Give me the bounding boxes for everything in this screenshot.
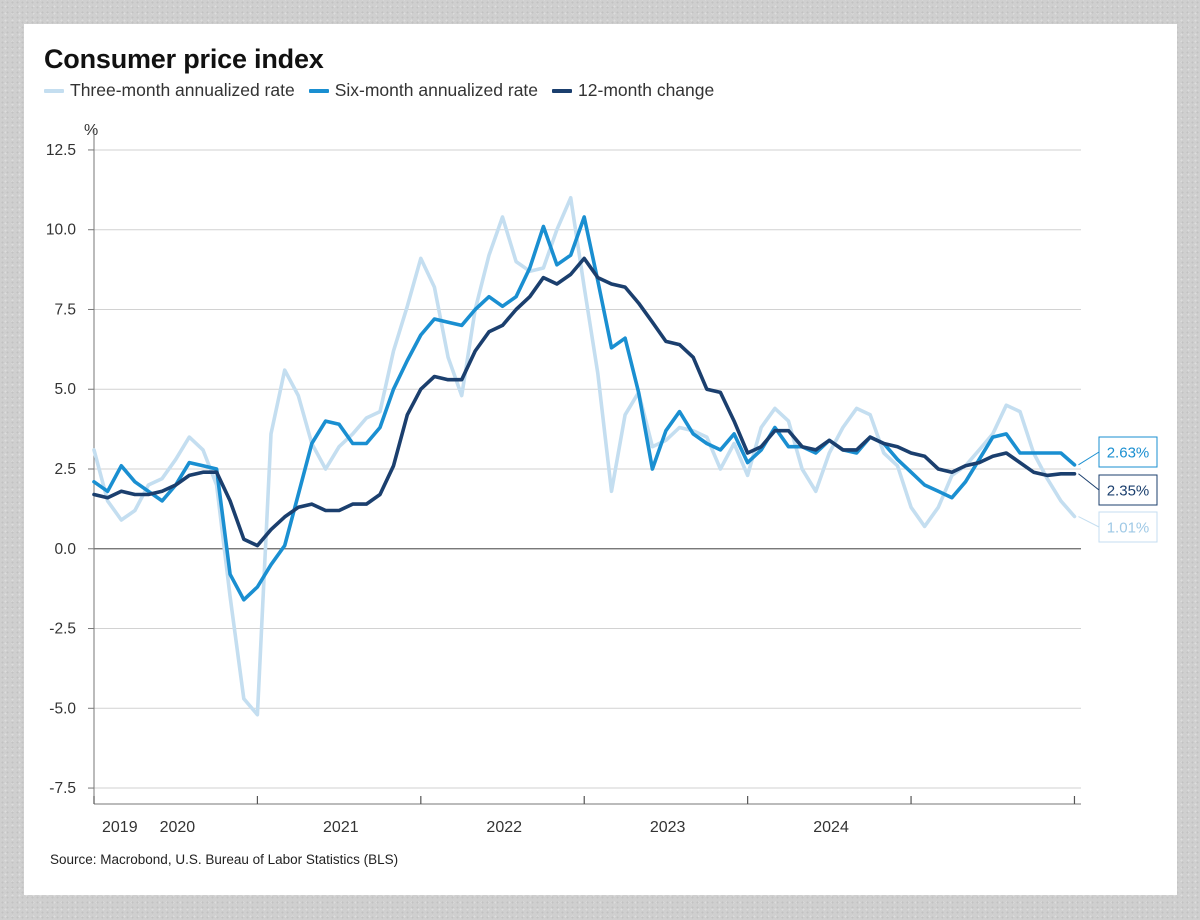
legend-swatch-12-month xyxy=(552,88,573,93)
y-tick-label: 0.0 xyxy=(54,541,76,558)
y-tick-label: 10.0 xyxy=(46,222,77,239)
legend-item-12-month: 12-month change xyxy=(552,80,714,101)
end-label-three-month: 1.01% xyxy=(1107,520,1150,537)
legend-label-three-month: Three-month annualized rate xyxy=(70,80,295,100)
chart-card: Consumer price index Three-month annuali… xyxy=(24,24,1177,895)
legend-item-six-month: Six-month annualized rate xyxy=(308,80,539,101)
x-tick-label: 2023 xyxy=(650,819,686,836)
x-tick-label: 2024 xyxy=(813,819,849,836)
series-line-12-month xyxy=(92,256,1077,548)
end-labels: 2.63% 2.35% 1.01% xyxy=(1078,436,1158,543)
y-axis-unit-label: % xyxy=(84,122,98,139)
series-line-six-month xyxy=(92,215,1077,602)
end-label-six-month: 2.63% xyxy=(1107,445,1150,462)
x-tick-label: 2022 xyxy=(486,819,522,836)
legend-label-12-month: 12-month change xyxy=(578,80,715,100)
chart-title: Consumer price index xyxy=(44,44,324,74)
x-tick-label: 2021 xyxy=(323,819,359,836)
end-label-leader-12-month xyxy=(1078,473,1100,491)
end-label-box-six-month xyxy=(1098,436,1158,468)
source-note: Source: Macrobond, U.S. Bureau of Labor … xyxy=(50,852,399,867)
legend-swatch-six-month xyxy=(308,88,329,93)
y-tick-label: -5.0 xyxy=(49,700,76,717)
end-label-leader-six-month xyxy=(1078,451,1100,466)
series-lines xyxy=(92,196,1077,717)
end-label-12-month: 2.35% xyxy=(1107,483,1150,500)
y-tick-label: 12.5 xyxy=(46,142,76,159)
legend-label-six-month: Six-month annualized rate xyxy=(334,80,539,100)
y-tick-label: 2.5 xyxy=(54,461,76,478)
x-tick-label: 2020 xyxy=(160,819,196,836)
end-label-box-three-month xyxy=(1098,511,1158,543)
y-tick-label: 7.5 xyxy=(54,301,76,318)
axes: 12.5 10.0 7.5 5.0 2.5 0.0 -2.5 -5.0 -7.5 2019 2020… xyxy=(46,130,1081,836)
line-chart: % 12.5 10.0 7.5 5.0 2.5 0.0 -2.5 -5.0 -7.5 2019 20… xyxy=(46,122,1158,836)
legend: Three-month annualized rate Six-month an… xyxy=(44,80,714,101)
legend-item-three-month: Three-month annualized rate xyxy=(44,80,295,101)
x-tick-label: 2019 xyxy=(102,819,138,836)
end-label-leader-three-month xyxy=(1078,516,1100,528)
legend-swatch-three-month xyxy=(44,88,64,93)
y-tick-label: -2.5 xyxy=(49,621,76,638)
y-tick-label: 5.0 xyxy=(54,381,76,398)
series-line-three-month xyxy=(92,196,1077,717)
gridlines xyxy=(94,149,1081,789)
end-label-box-12-month xyxy=(1098,474,1158,506)
y-tick-label: -7.5 xyxy=(49,780,76,797)
